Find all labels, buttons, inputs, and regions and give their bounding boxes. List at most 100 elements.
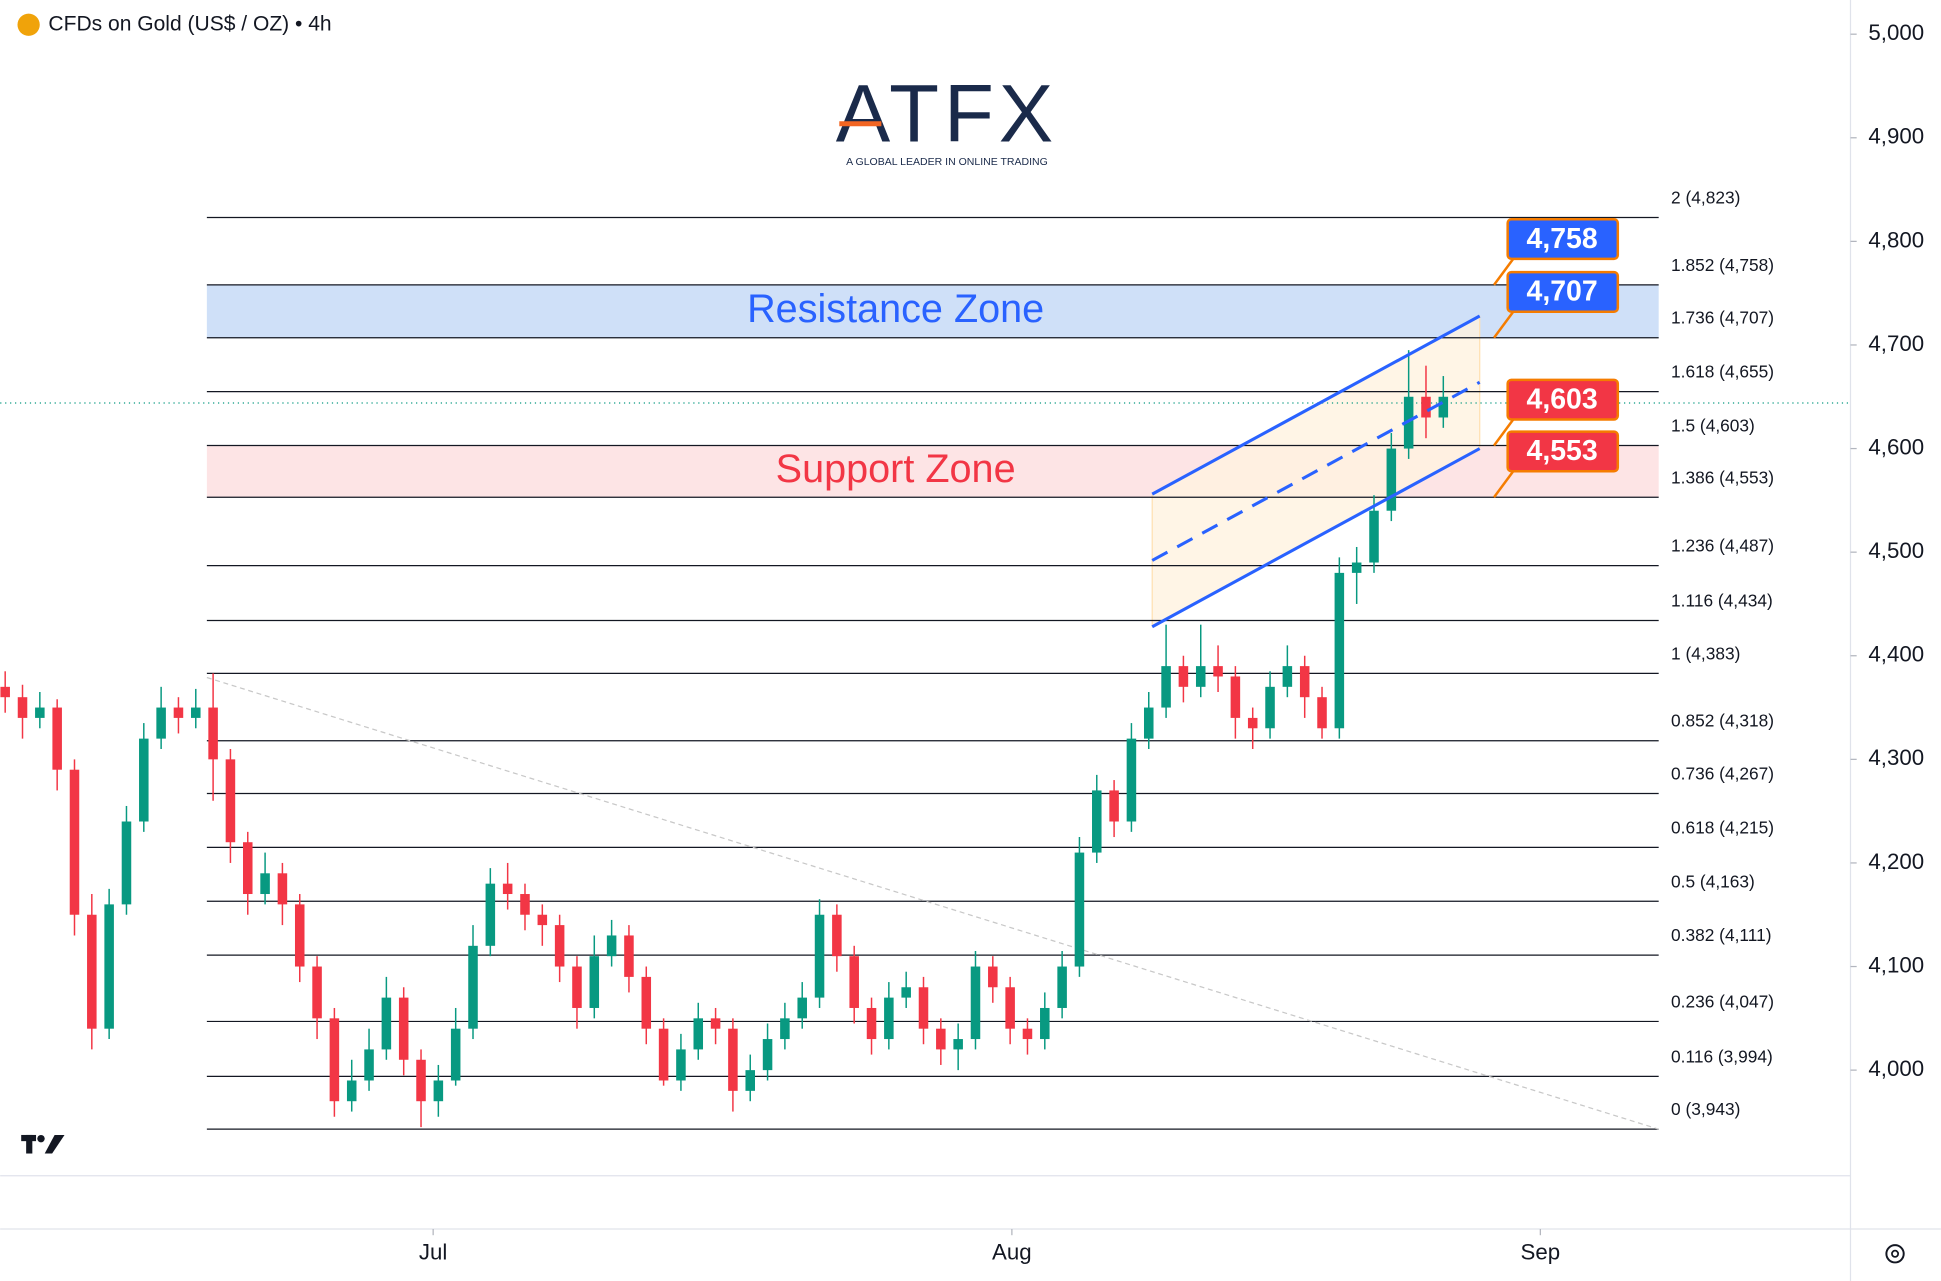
candle-body bbox=[780, 1018, 790, 1040]
fib-label: 0.5 (4,163) bbox=[1671, 871, 1755, 891]
candle-body bbox=[1143, 707, 1154, 739]
candle-body bbox=[970, 966, 981, 1040]
fib-label: 1.5 (4,603) bbox=[1671, 415, 1755, 435]
candle-body bbox=[658, 1028, 669, 1081]
candle-body bbox=[901, 987, 911, 998]
fib-label: 0 (3,943) bbox=[1671, 1099, 1740, 1119]
candle-body bbox=[294, 904, 305, 967]
channel-upper bbox=[1151, 314, 1481, 496]
y-tick-label: 4,200 bbox=[1868, 849, 1924, 874]
candle-body bbox=[1040, 1007, 1050, 1040]
x-tick-label: Sep bbox=[1521, 1240, 1561, 1265]
candle-body bbox=[173, 707, 184, 718]
candle-body bbox=[1195, 666, 1206, 687]
fib-label: 1.236 (4,487) bbox=[1671, 536, 1774, 556]
candle-body bbox=[1247, 717, 1258, 729]
fib-label: 0.852 (4,318) bbox=[1671, 711, 1774, 731]
candle-body bbox=[0, 686, 10, 698]
y-tick-label: 4,300 bbox=[1868, 745, 1924, 770]
candle-body bbox=[433, 1080, 444, 1102]
fib-label: 0.618 (4,215) bbox=[1671, 817, 1774, 837]
tag-connector bbox=[1493, 468, 1517, 498]
y-tick-label: 4,900 bbox=[1868, 124, 1924, 149]
candle-body bbox=[485, 883, 496, 946]
candle-body bbox=[745, 1070, 756, 1091]
tag-connector bbox=[1493, 416, 1517, 447]
candle-body bbox=[1351, 562, 1362, 573]
candle-body bbox=[1161, 666, 1171, 708]
candle-body bbox=[1317, 697, 1327, 729]
candle-body bbox=[1334, 572, 1345, 729]
candle-body bbox=[398, 997, 409, 1060]
price-tag bbox=[1506, 378, 1620, 421]
candle-body bbox=[450, 1028, 461, 1081]
candle-body bbox=[225, 759, 236, 843]
candle-body bbox=[1005, 987, 1015, 1029]
price-tag bbox=[1506, 218, 1620, 261]
candle-body bbox=[728, 1028, 738, 1091]
candle-body bbox=[676, 1049, 686, 1081]
price-tag bbox=[1506, 430, 1620, 473]
candle-body bbox=[104, 904, 114, 1029]
candle-body bbox=[520, 894, 530, 915]
zone-label: Support Zone bbox=[776, 447, 1016, 491]
candle-body bbox=[35, 707, 45, 718]
logo-text: ATFX bbox=[836, 69, 1058, 160]
y-tick-label: 4,100 bbox=[1868, 952, 1924, 977]
y-tick-label: 4,000 bbox=[1868, 1056, 1924, 1081]
candle-body bbox=[502, 883, 513, 895]
candle-body bbox=[1421, 396, 1431, 418]
zone-label: Resistance Zone bbox=[747, 287, 1044, 331]
trendline bbox=[206, 676, 1659, 1130]
candle-body bbox=[866, 1007, 877, 1040]
candle-body bbox=[346, 1080, 357, 1102]
candle-body bbox=[1057, 966, 1067, 1008]
candle-body bbox=[884, 997, 894, 1040]
candle-body bbox=[832, 914, 842, 957]
price-tag-label: 4,553 bbox=[1527, 435, 1598, 467]
candle-body bbox=[641, 976, 652, 1029]
candle-body bbox=[1178, 666, 1189, 687]
candle-body bbox=[936, 1028, 946, 1050]
candle-body bbox=[1213, 666, 1223, 677]
y-tick-label: 4,400 bbox=[1868, 642, 1924, 667]
candle-body bbox=[797, 997, 807, 1019]
candle-body bbox=[693, 1018, 704, 1050]
candle-body bbox=[1092, 790, 1102, 853]
candle-body bbox=[1438, 396, 1449, 418]
candle-body bbox=[1126, 738, 1137, 822]
price-tag-label: 4,707 bbox=[1527, 276, 1598, 308]
candle-body bbox=[1369, 510, 1379, 563]
fib-label: 1.736 (4,707) bbox=[1671, 308, 1774, 328]
candle-body bbox=[277, 873, 288, 905]
fib-label: 1.386 (4,553) bbox=[1671, 467, 1774, 487]
y-tick-label: 5,000 bbox=[1868, 20, 1924, 45]
x-tick-label: Jul bbox=[419, 1240, 447, 1265]
settings-icon[interactable] bbox=[1885, 1244, 1905, 1264]
candle-body bbox=[606, 935, 617, 957]
x-tick-label: Aug bbox=[992, 1240, 1032, 1265]
fib-label: 2 (4,823) bbox=[1671, 188, 1740, 208]
candle-body bbox=[1299, 666, 1310, 698]
main-layer: 2 (4,823) 1.852 (4,758) 1.736 (4,707) 1.618… bbox=[0, 188, 1774, 1128]
candle-body bbox=[589, 956, 600, 1008]
candle-body bbox=[1282, 666, 1293, 687]
candle-body bbox=[139, 738, 149, 822]
zone bbox=[206, 284, 1659, 338]
candle-body bbox=[121, 821, 132, 905]
logo-tagline: A GLOBAL LEADER IN ONLINE TRADING bbox=[846, 156, 1048, 168]
candle-body bbox=[624, 935, 634, 977]
y-tick-label: 4,800 bbox=[1868, 227, 1924, 252]
fib-label: 0.116 (3,994) bbox=[1671, 1046, 1773, 1066]
candle-body bbox=[1265, 686, 1275, 729]
price-tag-label: 4,758 bbox=[1527, 223, 1598, 255]
y-tick-label: 4,700 bbox=[1868, 331, 1924, 356]
candle-body bbox=[156, 707, 166, 739]
price-tag bbox=[1506, 270, 1620, 313]
tag-connector bbox=[1493, 255, 1517, 286]
candle-body bbox=[381, 997, 392, 1050]
candle-body bbox=[191, 707, 201, 718]
